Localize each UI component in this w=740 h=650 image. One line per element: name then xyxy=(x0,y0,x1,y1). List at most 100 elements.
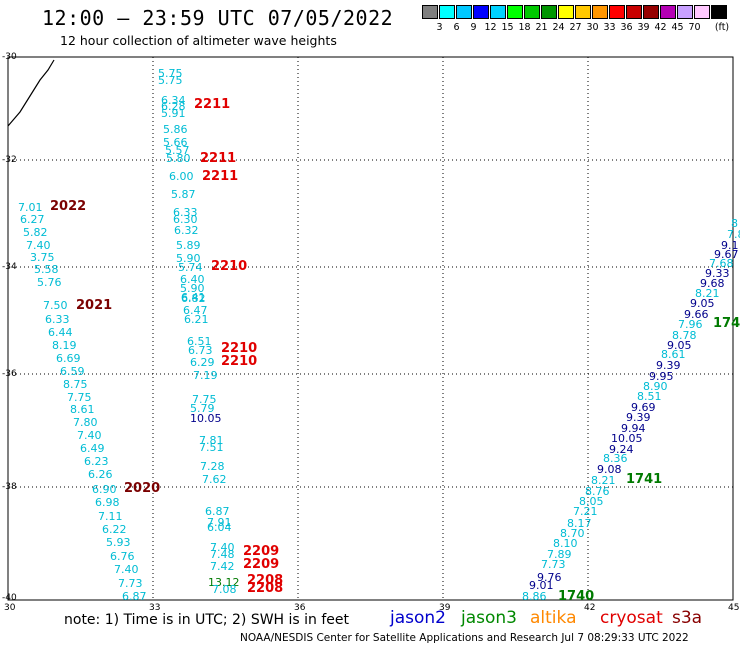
wave-height-value: 6.82 xyxy=(181,292,206,305)
track-time-label: 2020 xyxy=(124,481,161,496)
legend-swatch xyxy=(694,5,710,19)
legend-tick: 33 xyxy=(603,22,616,33)
wave-height-value: 7.73 xyxy=(541,558,566,571)
coastline xyxy=(7,59,55,127)
wave-height-value: 9.68 xyxy=(700,277,725,290)
legend-swatch xyxy=(541,5,557,19)
wave-height-value: 7.89 xyxy=(547,548,572,561)
wave-height-value: 5.66 xyxy=(163,136,188,149)
wave-height-value: 7.48 xyxy=(210,548,235,561)
wave-height-value: 9.94 xyxy=(621,422,646,435)
wave-height-value: 5.86 xyxy=(163,123,188,136)
wave-height-value: 6.90 xyxy=(92,483,117,496)
wave-height-value: 13.12 xyxy=(208,576,240,589)
wave-height-value: 6.34 xyxy=(161,94,186,107)
wave-height-value: 8.61 xyxy=(661,348,686,361)
wave-height-value: 6.40 xyxy=(180,273,205,286)
lat-tick: -30 xyxy=(2,52,17,62)
wave-height-value: 6.73 xyxy=(188,344,213,357)
wave-height-value: 3.75 xyxy=(30,251,55,264)
wave-height-value: 9.66 xyxy=(684,308,709,321)
wave-height-value: 6.87 xyxy=(205,505,230,518)
legend-tick: 27 xyxy=(569,22,582,33)
wave-height-value: 8.78 xyxy=(672,329,697,342)
wave-height-value: 7.50 xyxy=(43,299,68,312)
lon-tick: 42 xyxy=(584,603,596,613)
wave-height-value: 7.19 xyxy=(193,369,218,382)
wave-height-value: 5.79 xyxy=(190,402,215,415)
lon-tick: 33 xyxy=(149,603,161,613)
wave-height-value: 5.82 xyxy=(23,226,48,239)
track-time-label: 2210 xyxy=(221,341,258,356)
wave-height-value: 6.22 xyxy=(102,523,127,536)
legend-swatch xyxy=(490,5,506,19)
legend-swatch xyxy=(609,5,625,19)
wave-height-value: 7.68 xyxy=(709,257,734,270)
track-time-label: 2021 xyxy=(76,298,113,313)
wave-height-value: 6.21 xyxy=(184,313,209,326)
wave-height-value: 9.01 xyxy=(529,579,554,592)
lon-tick: 36 xyxy=(294,603,306,613)
wave-height-value: 9.24 xyxy=(609,443,634,456)
legend-swatch xyxy=(507,5,523,19)
legend-tick: 9 xyxy=(470,22,477,33)
wave-height-value: 6.32 xyxy=(174,224,199,237)
wave-height-value: 6.29 xyxy=(190,356,215,369)
legend-swatch xyxy=(575,5,591,19)
satellite-jason2: jason2 xyxy=(390,608,446,628)
wave-height-value: 8.75 xyxy=(63,378,88,391)
wave-height-value: 6.23 xyxy=(84,455,109,468)
wave-height-value: 10.05 xyxy=(190,412,222,425)
wave-height-value: 8 xyxy=(731,217,738,230)
lat-tick: -36 xyxy=(2,369,17,379)
wave-height-value: 7.51 xyxy=(199,441,224,454)
legend-unit: (ft) xyxy=(714,22,730,33)
wave-height-value: 9.69 xyxy=(631,401,656,414)
satellite-altika: altika xyxy=(530,608,577,628)
wave-height-value: 8.86 xyxy=(522,590,547,603)
wave-height-value: 6.47 xyxy=(183,304,208,317)
wave-height-value: 5.74 xyxy=(178,261,203,274)
wave-height-value: 6.98 xyxy=(95,496,120,509)
wave-height-value: 7.42 xyxy=(210,560,235,573)
track-time-label: 2211 xyxy=(202,169,239,184)
legend-tick: 70 xyxy=(688,22,701,33)
wave-height-value: 7.96 xyxy=(678,318,703,331)
wave-height-value: 6.51 xyxy=(187,335,212,348)
wave-height-value: 7.40 xyxy=(114,563,139,576)
legend-swatch xyxy=(677,5,693,19)
wave-height-value: 5.89 xyxy=(176,239,201,252)
wave-height-value: 6.59 xyxy=(60,365,85,378)
track-time-label: 2209 xyxy=(243,544,280,559)
lat-tick: -32 xyxy=(2,155,17,165)
legend-swatch xyxy=(456,5,472,19)
map-subtitle: 12 hour collection of altimeter wave hei… xyxy=(60,33,337,48)
legend-swatch xyxy=(422,5,438,19)
wave-height-value: 7.40 xyxy=(26,239,51,252)
wave-height-value: 9.76 xyxy=(537,571,562,584)
legend-tick: 30 xyxy=(586,22,599,33)
track-time-label: 2210 xyxy=(221,354,258,369)
legend-tick: 21 xyxy=(535,22,548,33)
lon-tick: 39 xyxy=(439,603,451,613)
wave-height-value: 8.05 xyxy=(579,495,604,508)
wave-height-value: 5.90 xyxy=(176,252,201,265)
legend-swatch xyxy=(558,5,574,19)
track-time-label: 1741 xyxy=(713,316,740,331)
wave-height-value: 8.10 xyxy=(553,537,578,550)
wave-height-value: 9.05 xyxy=(667,339,692,352)
wave-height-value: 9.1 xyxy=(721,239,739,252)
wave-height-value: 5.91 xyxy=(161,107,186,120)
wave-height-value: 7.21 xyxy=(573,505,598,518)
track-time-label: 1741 xyxy=(626,472,663,487)
wave-height-value: 7.01 xyxy=(18,201,43,214)
footer-note: note: 1) Time is in UTC; 2) SWH is in fe… xyxy=(64,612,350,628)
legend-swatch xyxy=(473,5,489,19)
track-time-label: 2211 xyxy=(194,97,231,112)
wave-height-value: 9.39 xyxy=(656,359,681,372)
legend-swatch xyxy=(660,5,676,19)
wave-height-value: 7.62 xyxy=(202,473,227,486)
wave-height-value: 5.57 xyxy=(165,144,190,157)
satellite-jason3: jason3 xyxy=(461,608,517,628)
lat-tick: -40 xyxy=(2,593,17,603)
